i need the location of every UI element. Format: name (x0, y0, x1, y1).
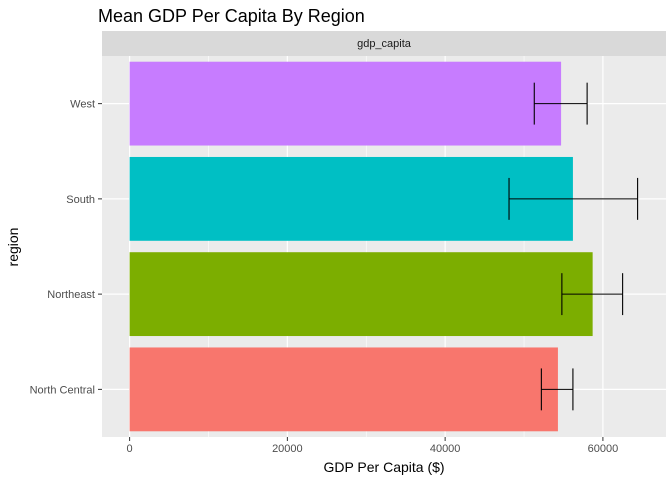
errorbar-layer (508, 82, 639, 411)
bar-north-central (129, 347, 558, 432)
axis-layer: 0 20000 40000 60000 North Central Northeast So… (30, 99, 619, 455)
facet-label: gdp_capita (357, 38, 412, 50)
y-tick-label: Northeast (47, 289, 95, 301)
x-tick-label: 20000 (272, 443, 303, 455)
x-axis-title: GDP Per Capita ($) (323, 459, 444, 475)
chart-title: Mean GDP Per Capita By Region (98, 6, 365, 26)
y-axis-title: region (5, 228, 21, 267)
bar-west (129, 61, 562, 146)
facet-strip (102, 31, 666, 56)
bar-south (129, 156, 573, 241)
y-tick-label: South (66, 194, 95, 206)
y-tick-label: North Central (30, 384, 95, 396)
x-tick-label: 40000 (430, 443, 461, 455)
y-tick-label: West (70, 99, 95, 111)
x-tick-label: 0 (127, 443, 133, 455)
bar-northeast (129, 252, 593, 337)
x-tick-label: 60000 (588, 443, 619, 455)
bar-layer (129, 61, 593, 432)
